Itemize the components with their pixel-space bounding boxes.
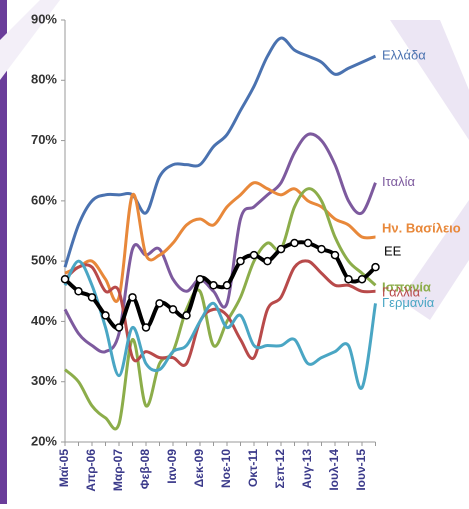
series-label: Ιταλία (382, 174, 415, 189)
point (371, 262, 380, 272)
point (195, 274, 205, 284)
y-tick-label: 60% (31, 192, 57, 207)
series-label: Γερμανία (382, 295, 435, 310)
series-label: Ην. Βασίλειο (382, 220, 461, 235)
point (114, 323, 124, 332)
x-tick-label: Ιαν-09 (165, 449, 179, 484)
y-tick-label: 70% (31, 132, 57, 147)
point (168, 305, 178, 314)
y-tick-label: 40% (31, 313, 57, 328)
series-label: Γαλλία (382, 285, 421, 300)
series-line (63, 259, 377, 390)
series-label: Ισπανία (382, 280, 431, 295)
decor (390, 20, 469, 140)
point (60, 274, 70, 284)
series-line (63, 132, 377, 354)
x-tick-label: Ιουλ-14 (327, 449, 341, 491)
y-tick-label: 50% (31, 253, 57, 268)
point (249, 250, 259, 260)
side-stripe (0, 0, 7, 504)
point (357, 274, 367, 284)
point (141, 323, 151, 332)
point (330, 250, 340, 260)
x-tick-label: Μαϊ-05 (57, 449, 71, 487)
x-tick-label: Μαρ-07 (111, 449, 125, 491)
point (344, 274, 353, 284)
point (101, 311, 110, 320)
y-tick-label: 30% (31, 373, 57, 388)
point (87, 293, 97, 302)
point (222, 281, 232, 290)
point (276, 244, 286, 254)
series-line (63, 36, 377, 268)
y-tick-label: 20% (31, 433, 57, 448)
x-tick-label: Απρ-06 (84, 449, 98, 492)
decor (400, 200, 469, 320)
series-line (64, 181, 376, 303)
point (263, 256, 272, 266)
y-tick-label: 90% (31, 11, 57, 26)
x-tick-label: Αυγ-13 (300, 449, 314, 489)
point (236, 256, 245, 266)
point (182, 311, 191, 320)
y-tick-label: 80% (31, 72, 57, 87)
point (290, 238, 299, 248)
x-tick-label: Νοε-10 (219, 449, 233, 488)
x-tick-label: Σεπ-12 (273, 449, 287, 489)
x-tick-label: Οκτ-11 (246, 449, 260, 487)
point (317, 244, 326, 254)
x-tick-label: Δεκ-09 (192, 449, 206, 488)
decor (0, 0, 60, 80)
point (128, 293, 137, 302)
point (74, 287, 83, 296)
series-line (64, 187, 377, 431)
point (209, 281, 218, 290)
series-label: ΕΕ (384, 244, 402, 259)
x-tick-label: Φεβ-08 (138, 449, 152, 490)
x-tick-label: Ιουν-15 (354, 449, 368, 491)
point (303, 238, 313, 248)
point (155, 299, 164, 308)
series-label: Ελλάδα (382, 48, 426, 63)
